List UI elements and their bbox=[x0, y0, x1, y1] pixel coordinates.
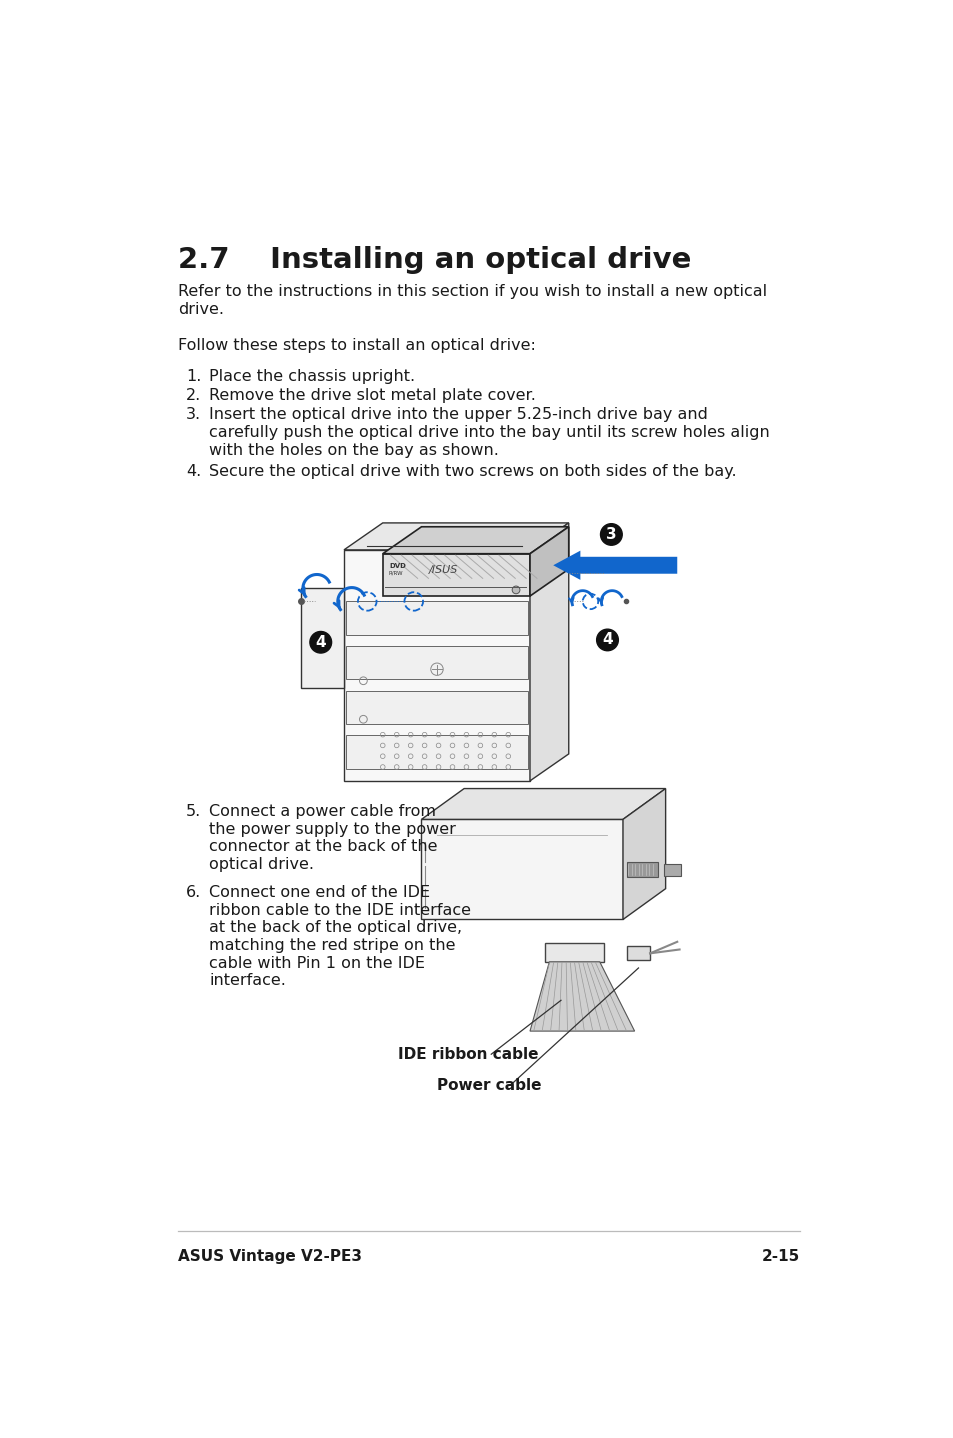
Circle shape bbox=[596, 630, 618, 651]
Polygon shape bbox=[530, 523, 568, 781]
Text: matching the red stripe on the: matching the red stripe on the bbox=[209, 938, 456, 953]
Text: Insert the optical drive into the upper 5.25-inch drive bay and: Insert the optical drive into the upper … bbox=[209, 407, 707, 423]
Text: Place the chassis upright.: Place the chassis upright. bbox=[209, 370, 415, 384]
Polygon shape bbox=[382, 526, 568, 554]
Text: 2.: 2. bbox=[186, 388, 201, 403]
Text: Connect one end of the IDE: Connect one end of the IDE bbox=[209, 884, 430, 900]
Text: Secure the optical drive with two screws on both sides of the bay.: Secure the optical drive with two screws… bbox=[209, 463, 736, 479]
Text: Refer to the instructions in this section if you wish to install a new optical: Refer to the instructions in this sectio… bbox=[178, 285, 766, 299]
Text: DVD: DVD bbox=[389, 562, 405, 569]
Text: the power supply to the power: the power supply to the power bbox=[209, 821, 456, 837]
Polygon shape bbox=[622, 788, 665, 919]
Circle shape bbox=[512, 587, 519, 594]
Bar bbox=[663, 864, 680, 876]
Text: carefully push the optical drive into the bay until its screw holes align: carefully push the optical drive into th… bbox=[209, 426, 769, 440]
Text: at the back of the optical drive,: at the back of the optical drive, bbox=[209, 920, 462, 935]
Text: 2.7    Installing an optical drive: 2.7 Installing an optical drive bbox=[178, 246, 691, 273]
Bar bbox=[345, 690, 528, 723]
Text: with the holes on the bay as shown.: with the holes on the bay as shown. bbox=[209, 443, 498, 457]
Polygon shape bbox=[421, 788, 665, 820]
Text: 1.: 1. bbox=[186, 370, 201, 384]
Bar bbox=[421, 820, 622, 919]
Polygon shape bbox=[344, 523, 568, 549]
Text: 4: 4 bbox=[601, 633, 612, 647]
FancyArrow shape bbox=[553, 551, 677, 580]
Bar bbox=[545, 942, 603, 962]
Text: interface.: interface. bbox=[209, 974, 286, 988]
Text: Connect a power cable from: Connect a power cable from bbox=[209, 804, 436, 820]
Polygon shape bbox=[530, 962, 634, 1031]
Text: ASUS Vintage V2-PE3: ASUS Vintage V2-PE3 bbox=[178, 1250, 362, 1264]
Text: 6.: 6. bbox=[186, 884, 201, 900]
Text: cable with Pin 1 on the IDE: cable with Pin 1 on the IDE bbox=[209, 956, 425, 971]
Bar bbox=[344, 549, 530, 781]
Text: connector at the back of the: connector at the back of the bbox=[209, 840, 437, 854]
Text: Remove the drive slot metal plate cover.: Remove the drive slot metal plate cover. bbox=[209, 388, 536, 403]
Text: drive.: drive. bbox=[178, 302, 224, 316]
Text: 3.: 3. bbox=[186, 407, 201, 423]
Text: optical drive.: optical drive. bbox=[209, 857, 314, 871]
Circle shape bbox=[599, 523, 621, 545]
Bar bbox=[626, 946, 649, 961]
Bar bbox=[301, 588, 344, 689]
Bar bbox=[626, 861, 658, 877]
Text: IDE ribbon cable: IDE ribbon cable bbox=[397, 1047, 538, 1061]
Text: 3: 3 bbox=[605, 526, 616, 542]
Text: Power cable: Power cable bbox=[436, 1077, 541, 1093]
Text: R/RW: R/RW bbox=[389, 571, 403, 575]
Text: 4.: 4. bbox=[186, 463, 201, 479]
Bar bbox=[345, 601, 528, 634]
Text: 5.: 5. bbox=[186, 804, 201, 820]
Text: Follow these steps to install an optical drive:: Follow these steps to install an optical… bbox=[178, 338, 536, 354]
Polygon shape bbox=[530, 526, 568, 597]
Text: /ISUS: /ISUS bbox=[429, 565, 458, 575]
Text: 4: 4 bbox=[315, 634, 326, 650]
Circle shape bbox=[310, 631, 332, 653]
Text: 2-15: 2-15 bbox=[760, 1250, 799, 1264]
Bar bbox=[345, 735, 528, 768]
Bar bbox=[345, 646, 528, 679]
Bar bbox=[382, 554, 530, 597]
Text: ribbon cable to the IDE interface: ribbon cable to the IDE interface bbox=[209, 903, 471, 917]
